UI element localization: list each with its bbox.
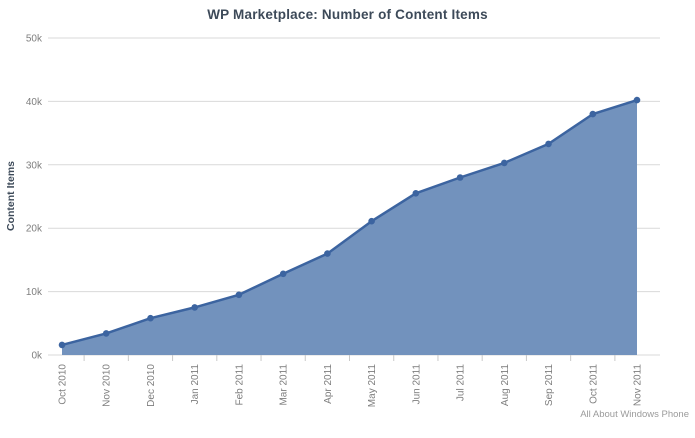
watermark-text: All About Windows Phone xyxy=(580,409,689,420)
y-axis-title: Content Items xyxy=(5,161,17,231)
data-point-marker xyxy=(501,159,508,167)
y-axis-tick-label: 50k xyxy=(26,34,43,45)
x-axis-tick-label: Dec 2010 xyxy=(146,364,157,407)
x-axis-tick-label: Oct 2011 xyxy=(588,364,599,404)
data-point-marker xyxy=(279,270,287,278)
data-point-marker xyxy=(102,330,110,337)
x-axis-tick-label: Apr 2011 xyxy=(323,364,334,404)
x-axis-tick-label: Sep 2011 xyxy=(544,364,555,407)
x-axis-tick-label: Jan 2011 xyxy=(190,364,201,405)
x-axis-tick-label: Oct 2010 xyxy=(58,364,69,405)
data-point-marker xyxy=(235,291,243,299)
data-point-marker xyxy=(545,140,552,148)
data-point-marker xyxy=(456,174,464,181)
x-axis-tick-label: Jun 2011 xyxy=(411,364,422,405)
y-axis-tick-label: 0k xyxy=(31,351,43,362)
x-axis-tick-label: May 2011 xyxy=(367,364,378,408)
chart-title: WP Marketplace: Number of Content Items xyxy=(207,7,488,22)
data-line xyxy=(60,98,639,347)
data-point-marker xyxy=(147,314,154,322)
x-axis-tick-label: Mar 2011 xyxy=(279,364,290,406)
area-fill xyxy=(62,100,637,355)
data-point-marker xyxy=(368,217,375,225)
data-point-marker xyxy=(412,190,420,197)
data-point-marker xyxy=(633,96,641,104)
y-axis-tick-label: 30k xyxy=(26,160,43,171)
x-axis-tick-label: Jul 2011 xyxy=(456,364,467,402)
data-point-marker xyxy=(589,110,597,118)
data-point-marker xyxy=(324,250,331,257)
y-axis-tick-label: 10k xyxy=(26,287,43,298)
data-point-marker xyxy=(191,304,198,311)
x-axis-tick-label: Nov 2011 xyxy=(633,364,644,407)
data-point-marker xyxy=(58,341,66,349)
x-axis-tick-label: Aug 2011 xyxy=(500,364,511,407)
x-axis-tick-label: Nov 2010 xyxy=(102,364,113,407)
x-axis-tick-label: Feb 2011 xyxy=(234,364,245,406)
y-axis-tick-label: 40k xyxy=(26,97,43,108)
y-axis-tick-label: 20k xyxy=(26,224,43,235)
